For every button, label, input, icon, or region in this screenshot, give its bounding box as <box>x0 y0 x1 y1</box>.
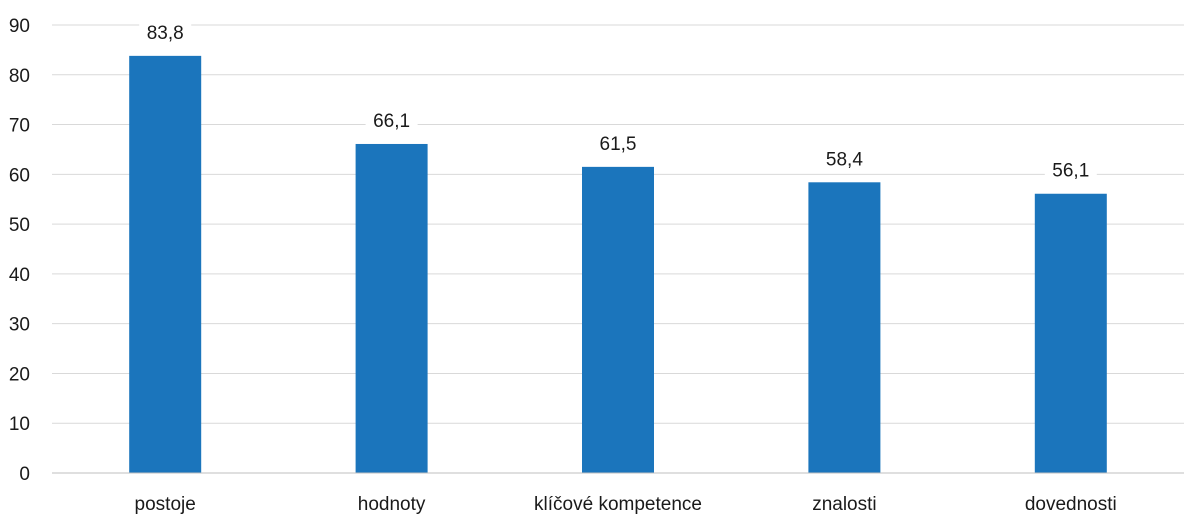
y-axis-tick-labels: 0 10 20 30 40 50 60 70 80 90 <box>9 16 30 485</box>
data-label: 61,5 <box>600 134 637 155</box>
data-label: 66,1 <box>373 111 410 132</box>
y-tick-label: 30 <box>9 315 30 336</box>
bar <box>1034 193 1107 473</box>
data-label: 58,4 <box>826 149 863 170</box>
data-label: 83,8 <box>147 23 184 44</box>
data-label-background <box>592 126 644 157</box>
bar <box>808 182 881 473</box>
x-axis-category-labels: postoje hodnoty klíčové kompetence znalosti… <box>135 494 1117 515</box>
y-tick-label: 60 <box>9 165 30 186</box>
y-tick-label: 0 <box>19 464 30 485</box>
bars <box>129 55 1107 474</box>
y-tick-label: 90 <box>9 16 30 37</box>
data-label-background <box>139 15 192 46</box>
y-tick-label: 40 <box>9 265 30 286</box>
bar <box>355 143 428 474</box>
data-labels: 83,8 66,1 61,5 58,4 56,1 <box>139 15 1097 184</box>
x-category-label: postoje <box>135 494 196 515</box>
data-label-background <box>818 142 871 173</box>
y-tick-label: 50 <box>9 215 30 236</box>
bar <box>582 166 654 473</box>
data-label: 56,1 <box>1052 161 1089 182</box>
data-label-background <box>1044 153 1097 184</box>
x-category-label: znalosti <box>812 494 876 515</box>
bar <box>129 55 202 474</box>
x-category-label: klíčové kompetence <box>534 494 702 515</box>
x-category-label: hodnoty <box>358 494 426 515</box>
x-category-label: dovednosti <box>1025 494 1117 515</box>
data-label-background <box>365 103 418 134</box>
y-tick-label: 20 <box>9 364 30 385</box>
y-tick-label: 10 <box>9 414 30 435</box>
y-tick-label: 70 <box>9 116 30 137</box>
y-tick-label: 80 <box>9 66 30 87</box>
